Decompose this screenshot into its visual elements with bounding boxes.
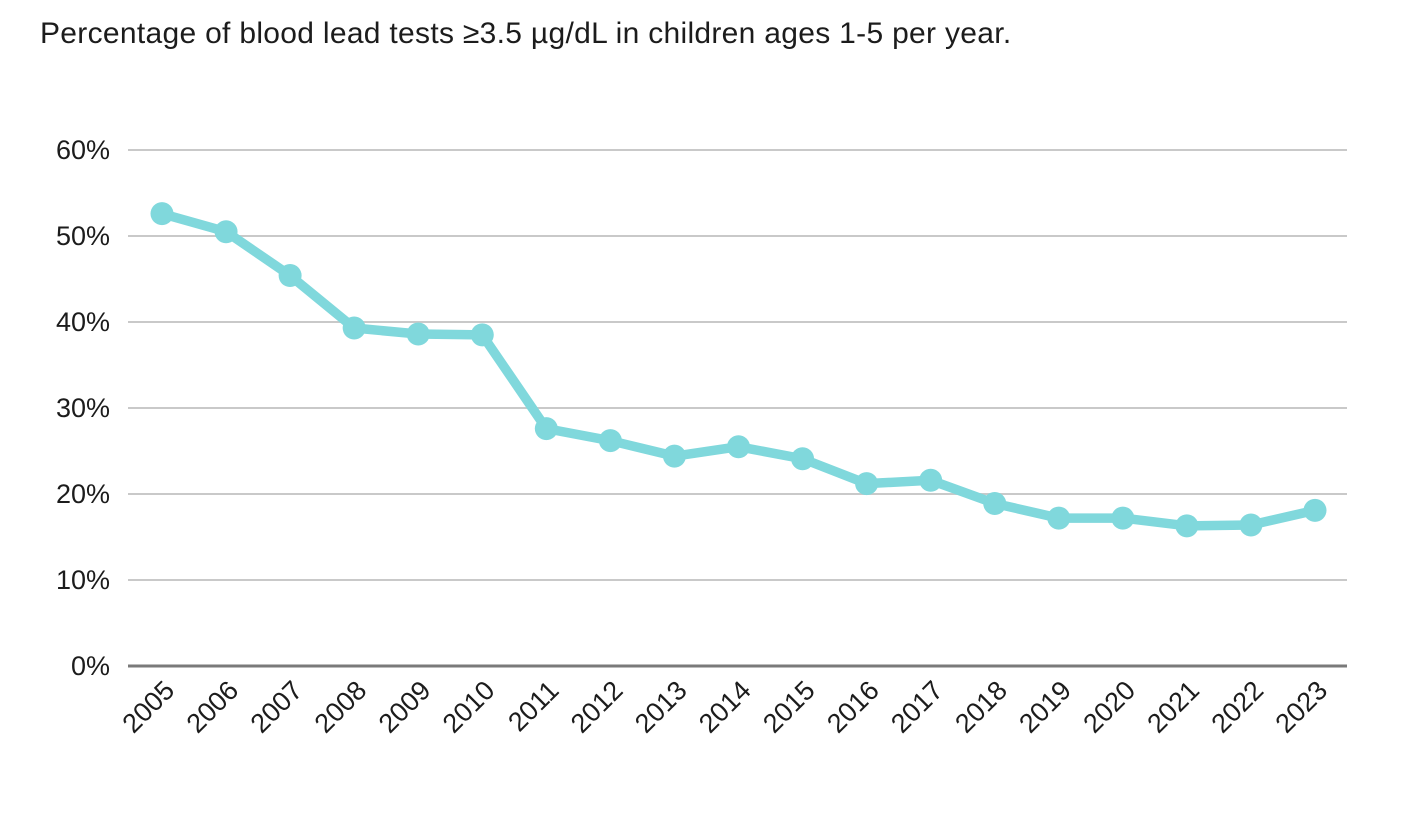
x-tick-label: 2008 — [309, 675, 373, 739]
data-point — [406, 322, 430, 346]
data-point — [1175, 514, 1199, 538]
data-point — [278, 264, 302, 288]
x-tick-label: 2009 — [373, 675, 437, 739]
data-point — [470, 323, 494, 347]
data-point — [534, 417, 558, 441]
data-point — [214, 220, 238, 244]
x-tick-label: 2006 — [181, 675, 245, 739]
x-tick-label: 2010 — [437, 675, 501, 739]
data-point — [342, 316, 366, 340]
x-tick-label: 2015 — [757, 675, 821, 739]
data-point — [919, 468, 943, 492]
x-tick-label: 2018 — [949, 675, 1013, 739]
data-point — [983, 491, 1007, 515]
data-point — [1303, 498, 1327, 522]
data-point — [662, 444, 686, 468]
data-point — [598, 429, 622, 453]
data-point — [855, 472, 879, 496]
x-tick-label: 2012 — [565, 675, 629, 739]
chart-title: Percentage of blood lead tests ≥3.5 µg/d… — [40, 17, 1012, 50]
data-point — [727, 435, 750, 459]
data-point — [1047, 506, 1071, 530]
data-point — [1239, 513, 1263, 537]
data-point — [150, 202, 174, 226]
x-tick-label: 2007 — [245, 675, 309, 739]
x-tick-label: 2005 — [117, 675, 181, 739]
y-tick-label: 10% — [56, 565, 110, 595]
x-tick-label: 2016 — [821, 675, 885, 739]
x-tick-label: 2019 — [1013, 675, 1077, 739]
x-tick-label: 2020 — [1077, 675, 1141, 739]
x-tick-label: 2021 — [1141, 675, 1205, 739]
y-tick-label: 50% — [56, 221, 110, 251]
series-line — [157, 208, 1320, 531]
x-tick-label: 2023 — [1270, 675, 1334, 739]
y-tick-label: 30% — [56, 393, 110, 423]
x-tick-label: 2014 — [693, 675, 757, 739]
data-point — [1111, 506, 1135, 530]
data-point — [791, 447, 815, 471]
y-tick-label: 0% — [71, 651, 110, 681]
x-tick-label: 2013 — [629, 675, 693, 739]
y-tick-label: 20% — [56, 479, 110, 509]
x-tick-label: 2022 — [1205, 675, 1269, 739]
x-tick-label: 2017 — [885, 675, 949, 739]
y-tick-label: 40% — [56, 307, 110, 337]
y-tick-label: 60% — [56, 135, 110, 165]
x-tick-label: 2011 — [502, 675, 564, 737]
